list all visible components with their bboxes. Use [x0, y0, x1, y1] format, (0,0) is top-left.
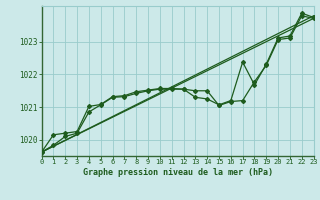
X-axis label: Graphe pression niveau de la mer (hPa): Graphe pression niveau de la mer (hPa): [83, 168, 273, 177]
